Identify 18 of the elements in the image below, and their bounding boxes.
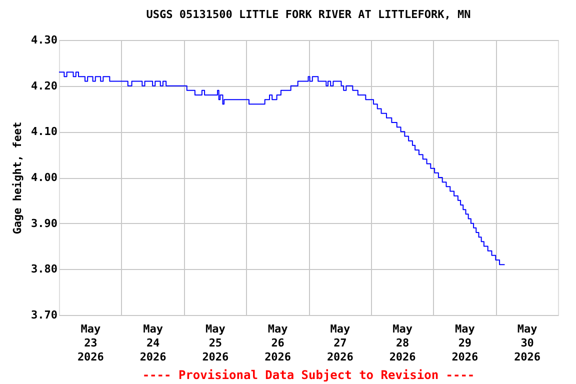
y-axis-title: Gage height, feet xyxy=(11,122,24,234)
x-tick-label: May 27 2026 xyxy=(326,322,354,364)
x-tick-label: May 30 2026 xyxy=(514,322,541,364)
y-tick-label: 3.70 xyxy=(31,308,58,322)
y-tick-label: 4.30 xyxy=(31,34,58,46)
x-tick-label: May 29 2026 xyxy=(452,322,479,364)
y-tick-label: 3.80 xyxy=(31,262,58,276)
text: ---- Provisional Data Subject to Revision ---- xyxy=(142,368,475,382)
y-tick-label: 4.00 xyxy=(31,171,58,184)
x-tick-label: May 26 2026 xyxy=(264,322,292,364)
y-tick-label: 4.10 xyxy=(31,125,58,138)
x-tick-label: May 24 2026 xyxy=(140,322,167,364)
x-tick-label: May 25 2026 xyxy=(202,322,230,364)
x-tick-label: May 23 2026 xyxy=(77,322,104,364)
chart-title: USGS 05131500 LITTLE FORK RIVER AT LITTLEFORK, MN xyxy=(146,8,471,21)
y-tick-label: 3.90 xyxy=(31,216,58,230)
x-tick-label: May 28 2026 xyxy=(389,322,416,364)
y-tick-label: 4.20 xyxy=(31,79,58,92)
